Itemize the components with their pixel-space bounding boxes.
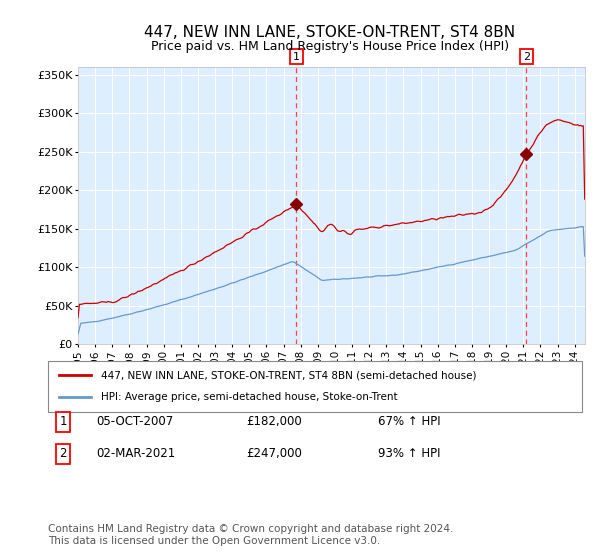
Text: 67% ↑ HPI: 67% ↑ HPI (378, 415, 440, 428)
Text: £247,000: £247,000 (246, 447, 302, 460)
Text: Price paid vs. HM Land Registry's House Price Index (HPI): Price paid vs. HM Land Registry's House … (151, 40, 509, 53)
Text: Contains HM Land Registry data © Crown copyright and database right 2024.
This d: Contains HM Land Registry data © Crown c… (48, 524, 454, 546)
Text: 447, NEW INN LANE, STOKE-ON-TRENT, ST4 8BN: 447, NEW INN LANE, STOKE-ON-TRENT, ST4 8… (145, 25, 515, 40)
Text: 2: 2 (59, 447, 67, 460)
Text: HPI: Average price, semi-detached house, Stoke-on-Trent: HPI: Average price, semi-detached house,… (101, 393, 398, 403)
Text: 1: 1 (293, 52, 300, 62)
Text: 2: 2 (523, 52, 530, 62)
Text: 447, NEW INN LANE, STOKE-ON-TRENT, ST4 8BN (semi-detached house): 447, NEW INN LANE, STOKE-ON-TRENT, ST4 8… (101, 370, 477, 380)
Text: 1: 1 (59, 415, 67, 428)
Text: £182,000: £182,000 (246, 415, 302, 428)
Text: 93% ↑ HPI: 93% ↑ HPI (378, 447, 440, 460)
FancyBboxPatch shape (48, 361, 582, 412)
Text: 05-OCT-2007: 05-OCT-2007 (96, 415, 173, 428)
Text: 02-MAR-2021: 02-MAR-2021 (96, 447, 175, 460)
